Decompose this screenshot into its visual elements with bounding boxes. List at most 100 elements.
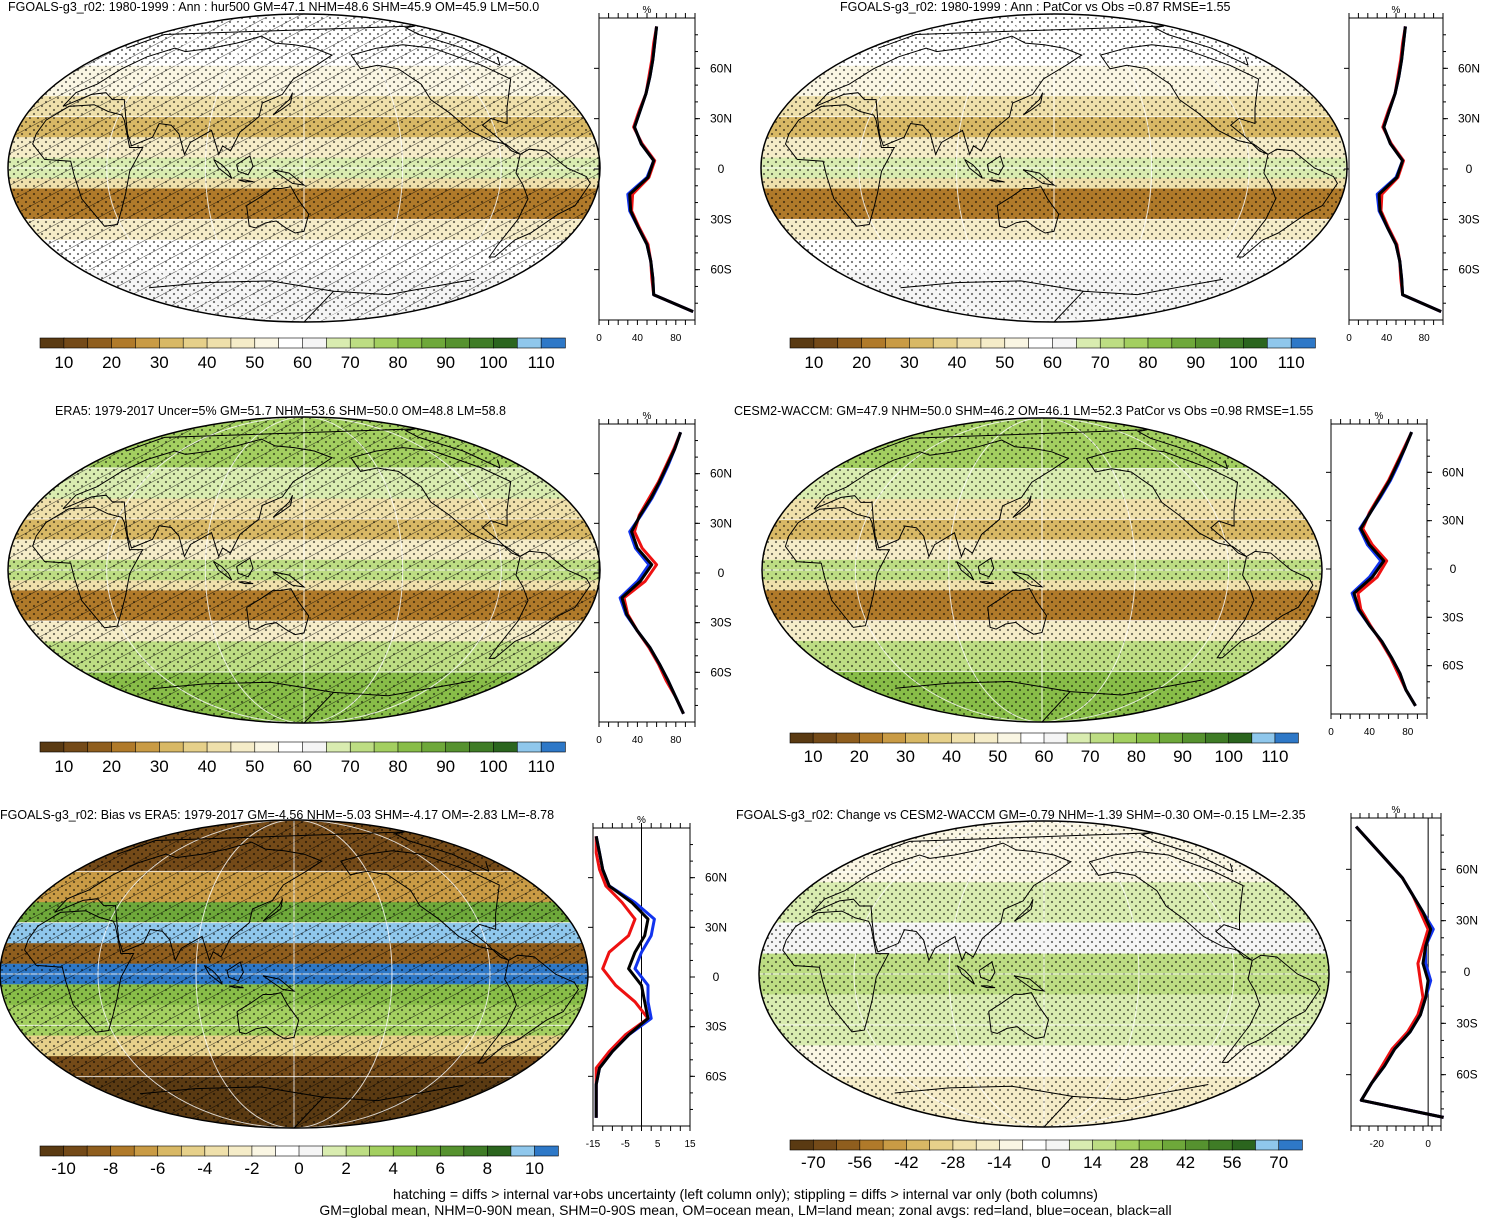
lat-tick-label: 30S xyxy=(705,1020,726,1034)
colorbar-swatch xyxy=(813,337,839,349)
coastline xyxy=(1013,975,1046,992)
colorbar-swatch xyxy=(278,741,304,753)
coastline xyxy=(811,842,1072,962)
colorbar-swatch xyxy=(228,1145,253,1157)
robinson-map xyxy=(758,820,1330,1128)
coastline xyxy=(894,1084,1209,1127)
colorbar-label: 100 xyxy=(479,353,507,372)
colorbar-label: 40 xyxy=(198,353,217,372)
colorbar-swatch xyxy=(836,1139,861,1151)
colorbar-swatch xyxy=(956,337,982,349)
colorbar-label: 50 xyxy=(245,757,264,776)
colorbar-label: 30 xyxy=(900,353,919,372)
lat-tick-label: 60S xyxy=(1456,1068,1477,1082)
colorbar-label: -2 xyxy=(244,1159,259,1178)
panel-title: FGOALS-g3_r02: 1980-1999 : Ann : PatCor … xyxy=(840,0,1231,14)
zonal-line-ocean xyxy=(1350,431,1417,707)
coastline xyxy=(1022,169,1056,186)
colorbar-swatch xyxy=(1159,732,1184,744)
colorbar-swatch xyxy=(86,1145,112,1157)
colorbar-label: -70 xyxy=(801,1153,826,1172)
profile-frame xyxy=(1348,17,1444,321)
footer-note-1: hatching = diffs > internal var+obs unce… xyxy=(393,1186,1098,1202)
colorbar-label: -10 xyxy=(51,1159,76,1178)
colorbar-swatch xyxy=(254,741,280,753)
colorbar-swatch xyxy=(885,337,911,349)
coastline xyxy=(24,910,135,1033)
colorbar-label: -56 xyxy=(848,1153,873,1172)
profile-x-tick-label: 0 xyxy=(596,735,602,746)
map-field xyxy=(8,417,600,723)
coastline xyxy=(986,155,1005,176)
colorbar-swatch xyxy=(397,741,423,753)
zonal-line-all xyxy=(620,431,685,715)
map-border xyxy=(758,820,1330,1128)
profile-x-tick-label: 40 xyxy=(1381,333,1393,344)
colorbar-swatch xyxy=(909,337,934,349)
colorbar-label: 60 xyxy=(293,353,312,372)
colorbar-swatch xyxy=(1251,732,1276,744)
colorbar-swatch xyxy=(1020,732,1045,744)
zonal-line-all xyxy=(594,836,650,1118)
profile-x-tick-label: 80 xyxy=(670,735,682,746)
coastline xyxy=(246,186,310,234)
coastline xyxy=(895,679,1204,722)
colorbar-swatch xyxy=(159,741,184,753)
colorbar-swatch xyxy=(928,732,953,744)
graticule-meridian xyxy=(1043,821,1235,1127)
colorbar-swatch xyxy=(975,1139,1001,1151)
coastline xyxy=(262,975,296,992)
lat-tick-label: 0 xyxy=(718,162,725,176)
colorbar-swatch xyxy=(1138,1139,1164,1151)
colorbar-swatch xyxy=(180,1145,206,1157)
zonal-line-land xyxy=(594,836,650,1118)
colorbar-swatch xyxy=(1205,732,1230,744)
colorbar-swatch xyxy=(493,337,518,349)
zonal-mean-profile: % 60N 30N 0 30S 60S 0 40 80 xyxy=(594,5,732,344)
map-border xyxy=(0,819,589,1129)
colorbar-swatch xyxy=(463,1145,489,1157)
map-border xyxy=(7,416,601,724)
colorbar-swatch xyxy=(906,1139,931,1151)
coastline xyxy=(488,550,591,659)
profile-x-tick-label: 5 xyxy=(655,1139,661,1150)
colorbar-swatch xyxy=(230,741,256,753)
colorbar-label: 110 xyxy=(528,353,555,372)
colorbar-swatch xyxy=(493,741,518,753)
colorbar-swatch xyxy=(997,732,1022,744)
colorbar-swatch xyxy=(1208,1139,1233,1151)
colorbar-label: -6 xyxy=(150,1159,165,1178)
colorbar-swatch xyxy=(905,732,930,744)
colorbar-label: 30 xyxy=(896,747,915,766)
colorbar-swatch xyxy=(397,337,423,349)
profile-x-tick-label: 15 xyxy=(684,1139,696,1150)
colorbar-label: 4 xyxy=(388,1159,397,1178)
coastline xyxy=(1088,851,1253,961)
zonal-line-land xyxy=(630,26,694,313)
colorbar-label: 50 xyxy=(988,747,1007,766)
graticule-meridian xyxy=(293,820,491,1128)
colorbar-label: 110 xyxy=(1278,353,1305,372)
colorbar-swatch xyxy=(510,1145,536,1157)
coastline xyxy=(139,1084,464,1128)
colorbar-swatch xyxy=(254,337,280,349)
colorbar-swatch xyxy=(157,1145,182,1157)
colorbar-swatch xyxy=(421,741,447,753)
coastline xyxy=(956,561,975,581)
coastline xyxy=(126,428,501,469)
colorbar-swatch xyxy=(1195,337,1221,349)
lat-tick-label: 60N xyxy=(710,61,732,75)
zonal-line-all xyxy=(1377,26,1442,313)
coastline xyxy=(814,35,1083,156)
colorbar-swatch xyxy=(951,732,976,744)
zonal-line-ocean xyxy=(626,26,694,313)
colorbar-swatch xyxy=(1274,732,1299,744)
coastline xyxy=(988,992,1050,1040)
zonal-mean-profile: % 60N 30N 0 30S 60S 0 40 80 xyxy=(594,411,732,746)
colorbar-swatch xyxy=(110,1145,135,1157)
coastline xyxy=(350,447,521,557)
colorbar-label: 0 xyxy=(294,1159,303,1178)
lat-tick-label: 0 xyxy=(718,566,725,580)
colorbar-swatch xyxy=(133,1145,159,1157)
coastline xyxy=(236,992,300,1040)
